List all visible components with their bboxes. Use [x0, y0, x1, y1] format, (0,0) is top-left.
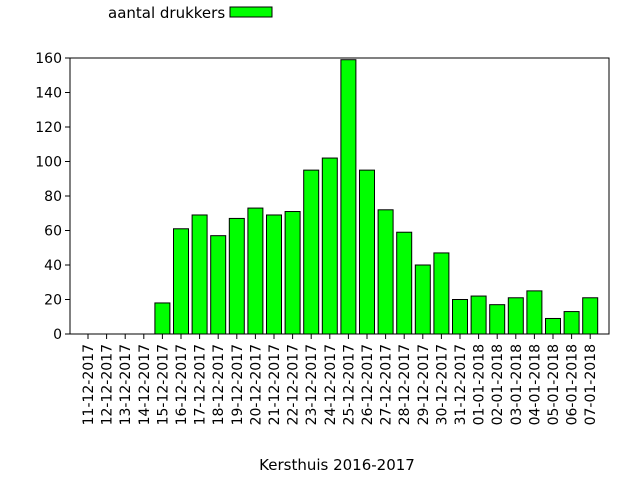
x-tick-label: 11-12-2017: [81, 344, 97, 425]
bar: [470, 295, 487, 335]
bar: [210, 235, 227, 335]
x-tick-label: 21-12-2017: [267, 344, 283, 425]
x-tick-label: 29-12-2017: [416, 344, 432, 425]
x-tick-label: 14-12-2017: [137, 344, 153, 425]
legend-label: aantal drukkers: [108, 4, 225, 22]
y-tick-label: 140: [35, 86, 62, 102]
x-tick-label: 22-12-2017: [286, 344, 302, 425]
x-tick-label: 16-12-2017: [174, 344, 190, 425]
x-tick-label: 30-12-2017: [434, 344, 450, 425]
x-tick-label: 24-12-2017: [323, 344, 339, 425]
x-tick-label: 05-01-2018: [546, 344, 562, 425]
y-tick-label: 0: [53, 327, 62, 343]
bar: [340, 59, 357, 335]
x-tick-label: 20-12-2017: [248, 344, 264, 425]
x-tick-label: 02-01-2018: [490, 344, 506, 425]
x-tick-label: 28-12-2017: [397, 344, 413, 425]
y-tick-label: 40: [44, 258, 62, 274]
x-tick-label: 17-12-2017: [193, 344, 209, 425]
bars: [154, 59, 599, 335]
y-tick-label: 60: [44, 224, 62, 240]
y-tick-label: 20: [44, 293, 62, 309]
x-tick-label: 15-12-2017: [155, 344, 171, 425]
bar: [173, 228, 189, 335]
x-tick-label: 31-12-2017: [453, 344, 469, 425]
x-tick-label: 26-12-2017: [360, 344, 376, 425]
legend: aantal drukkers: [108, 4, 273, 22]
x-tick-label: 18-12-2017: [211, 344, 227, 425]
bar: [507, 297, 524, 335]
x-tick-label: 25-12-2017: [341, 344, 357, 425]
x-tick-label: 13-12-2017: [118, 344, 134, 425]
bar: [582, 297, 599, 335]
bar: [247, 207, 264, 335]
x-tick-label: 04-01-2018: [527, 344, 543, 425]
x-tick-label: 27-12-2017: [379, 344, 395, 425]
x-axis-title: Kersthuis 2016-2017: [259, 456, 415, 474]
bar: [433, 252, 450, 335]
bar: [414, 264, 431, 335]
bar: [284, 211, 301, 335]
y-axis: 0 20 40 60 80 100 120 140 160: [35, 51, 70, 343]
x-tick-label: 01-01-2018: [472, 344, 488, 425]
legend-swatch: [229, 6, 273, 18]
bar: [489, 304, 506, 335]
x-tick-label: 23-12-2017: [304, 344, 320, 425]
bar: [266, 214, 282, 335]
bar: [228, 217, 245, 335]
bar: [321, 157, 338, 335]
x-tick-label: 12-12-2017: [100, 344, 116, 425]
bar: [545, 317, 561, 335]
bar: [396, 231, 413, 335]
x-tick-label: 06-01-2018: [565, 344, 581, 425]
bar: [303, 169, 320, 335]
y-tick-label: 100: [35, 155, 62, 171]
bar: [359, 169, 375, 335]
bar: [377, 209, 394, 335]
x-tick-label: 19-12-2017: [230, 344, 246, 425]
bar: [452, 299, 468, 335]
x-tick-label: 07-01-2018: [583, 344, 599, 425]
bar: [154, 302, 171, 335]
x-tick-label: 03-01-2018: [509, 344, 525, 425]
bar: [563, 311, 580, 335]
y-tick-label: 120: [35, 120, 62, 136]
y-tick-label: 80: [44, 189, 62, 205]
bar: [191, 214, 208, 335]
plot-frame: [69, 57, 610, 335]
x-axis: 11-12-2017 12-12-2017 13-12-2017 14-12-2017…: [81, 334, 599, 425]
bar: [526, 290, 543, 335]
y-tick-label: 160: [35, 51, 62, 67]
